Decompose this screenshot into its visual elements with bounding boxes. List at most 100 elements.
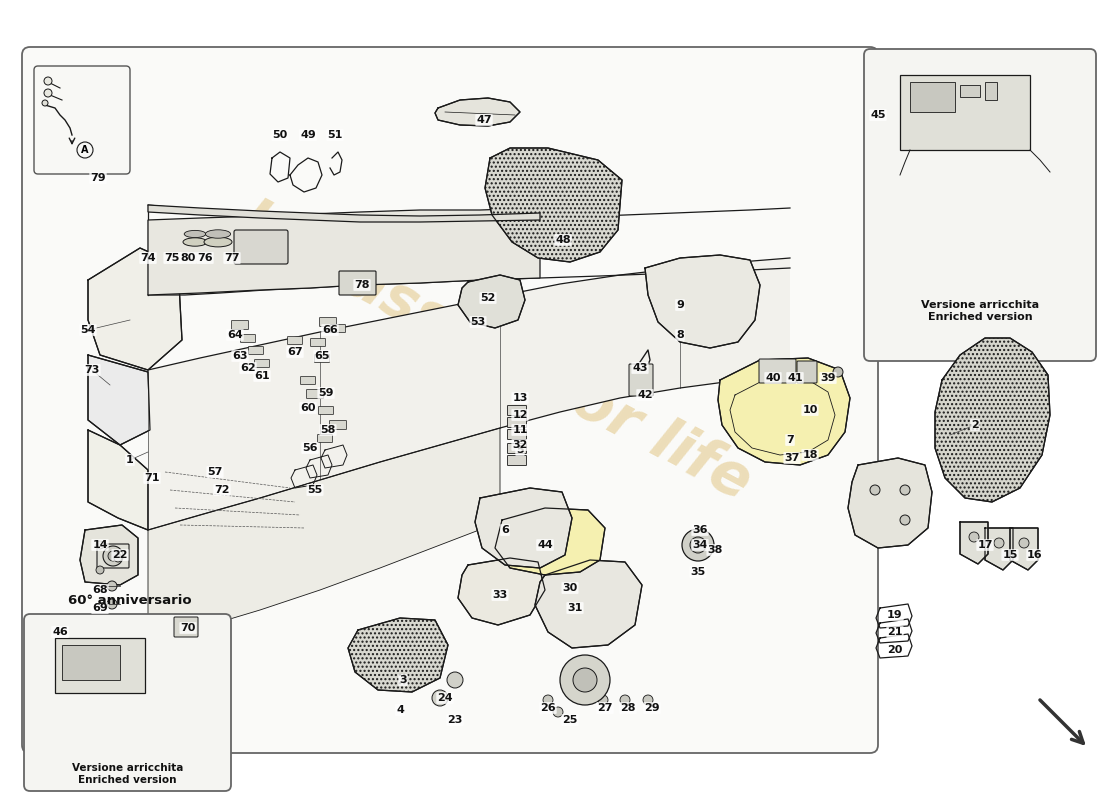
FancyBboxPatch shape [507, 430, 527, 439]
Text: 41: 41 [788, 373, 803, 383]
FancyBboxPatch shape [507, 406, 527, 415]
Text: 20: 20 [888, 645, 903, 655]
Text: 22: 22 [112, 550, 128, 560]
Text: 31: 31 [568, 603, 583, 613]
Text: 60° anniversario: 60° anniversario [68, 594, 191, 606]
Text: 43: 43 [632, 363, 648, 373]
FancyBboxPatch shape [629, 364, 653, 396]
Text: 2: 2 [971, 420, 979, 430]
Text: 65: 65 [315, 351, 330, 361]
Circle shape [447, 672, 463, 688]
Ellipse shape [204, 237, 232, 247]
FancyBboxPatch shape [315, 354, 330, 362]
Polygon shape [960, 522, 988, 564]
Polygon shape [485, 148, 622, 262]
FancyBboxPatch shape [759, 359, 796, 383]
Text: 10: 10 [802, 405, 817, 415]
Polygon shape [148, 208, 540, 295]
Text: 39: 39 [821, 373, 836, 383]
Polygon shape [148, 205, 540, 222]
Text: 51: 51 [328, 130, 343, 140]
Text: 19: 19 [888, 610, 903, 620]
Text: 1: 1 [126, 455, 134, 465]
FancyBboxPatch shape [330, 421, 346, 430]
Text: 21: 21 [888, 627, 903, 637]
FancyBboxPatch shape [254, 359, 270, 367]
Text: 76: 76 [197, 253, 212, 263]
Text: 12: 12 [513, 410, 528, 420]
Text: 25: 25 [562, 715, 578, 725]
Text: 59: 59 [318, 388, 333, 398]
Text: 7: 7 [786, 435, 794, 445]
Text: 11: 11 [513, 425, 528, 435]
Text: 27: 27 [597, 703, 613, 713]
Polygon shape [535, 560, 642, 648]
Ellipse shape [206, 230, 231, 238]
Circle shape [560, 655, 610, 705]
Circle shape [969, 532, 979, 542]
Text: 74: 74 [140, 253, 156, 263]
Text: 58: 58 [320, 425, 336, 435]
Text: 24: 24 [437, 693, 453, 703]
Polygon shape [348, 618, 448, 692]
Circle shape [553, 707, 563, 717]
Circle shape [994, 538, 1004, 548]
FancyBboxPatch shape [319, 406, 333, 414]
Text: 69: 69 [92, 603, 108, 613]
Circle shape [96, 566, 104, 574]
Circle shape [103, 546, 123, 566]
Text: 17: 17 [977, 540, 992, 550]
Text: 35: 35 [691, 567, 705, 577]
Circle shape [870, 485, 880, 495]
FancyBboxPatch shape [507, 443, 527, 454]
Text: 66: 66 [322, 325, 338, 335]
FancyBboxPatch shape [22, 47, 878, 753]
Text: Versione arricchita
Enriched version: Versione arricchita Enriched version [72, 763, 184, 785]
Text: 32: 32 [513, 440, 528, 450]
Circle shape [900, 515, 910, 525]
Polygon shape [80, 525, 138, 585]
Text: 52: 52 [481, 293, 496, 303]
FancyBboxPatch shape [319, 318, 337, 326]
Polygon shape [495, 508, 605, 575]
Text: 28: 28 [620, 703, 636, 713]
Bar [62, 645, 120, 680]
Circle shape [107, 581, 117, 591]
Circle shape [44, 89, 52, 97]
Polygon shape [88, 355, 150, 445]
Text: 72: 72 [214, 485, 230, 495]
Text: 38: 38 [707, 545, 723, 555]
FancyBboxPatch shape [234, 230, 288, 264]
Text: A: A [81, 145, 89, 155]
Text: 55: 55 [307, 485, 322, 495]
Circle shape [114, 554, 122, 562]
Circle shape [620, 695, 630, 705]
FancyBboxPatch shape [318, 434, 332, 442]
FancyBboxPatch shape [55, 638, 145, 693]
Text: 30: 30 [562, 583, 578, 593]
Text: 49: 49 [300, 130, 316, 140]
FancyBboxPatch shape [231, 321, 249, 330]
Text: la passion for life: la passion for life [229, 193, 761, 511]
Polygon shape [148, 428, 500, 640]
Text: 80: 80 [180, 253, 196, 263]
Polygon shape [848, 458, 932, 548]
Text: 36: 36 [692, 525, 707, 535]
Polygon shape [718, 358, 850, 465]
FancyBboxPatch shape [241, 334, 255, 342]
FancyBboxPatch shape [34, 66, 130, 174]
Circle shape [644, 695, 653, 705]
Text: 79: 79 [90, 173, 106, 183]
Bar [984, 82, 997, 100]
Circle shape [900, 485, 910, 495]
Circle shape [833, 367, 843, 377]
Text: 9: 9 [676, 300, 684, 310]
Text: 57: 57 [207, 467, 222, 477]
Text: 44: 44 [537, 540, 553, 550]
Ellipse shape [183, 238, 207, 246]
Text: 60: 60 [300, 403, 316, 413]
Text: 70: 70 [180, 623, 196, 633]
Bar [910, 82, 955, 112]
FancyBboxPatch shape [300, 377, 316, 385]
FancyBboxPatch shape [798, 361, 817, 383]
